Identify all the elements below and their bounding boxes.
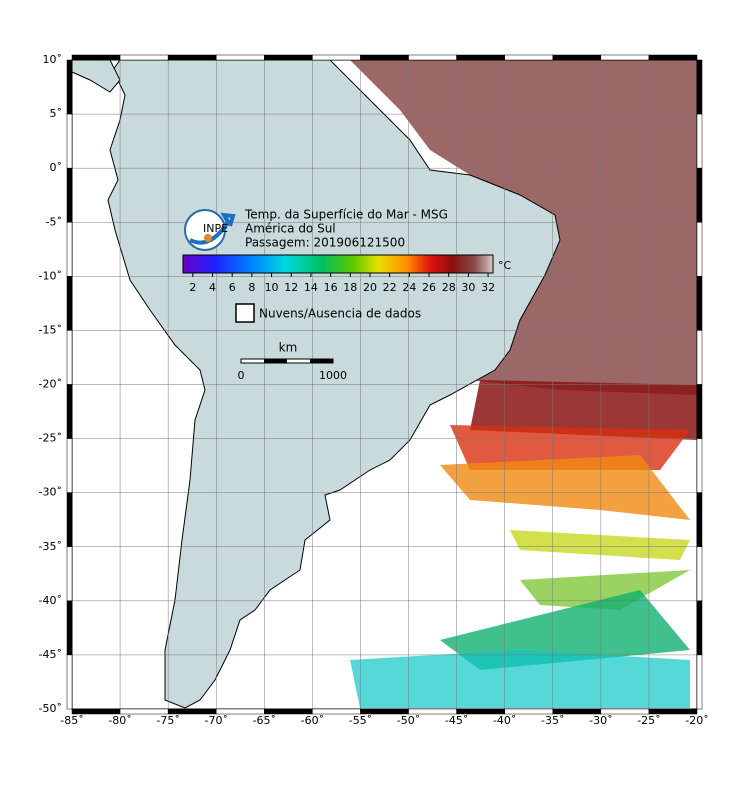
scale-label: 0 — [238, 369, 245, 382]
colorbar-tick-label: 32 — [481, 281, 495, 294]
y-tick-label: -5˚ — [46, 215, 62, 228]
border-segment — [66, 384, 73, 439]
border-segment — [264, 54, 313, 61]
border-segment — [600, 54, 650, 61]
border-segment — [66, 59, 73, 115]
border-segment — [167, 54, 217, 61]
border-segment — [552, 54, 602, 61]
border-segment — [66, 330, 73, 385]
border-segment — [408, 54, 457, 61]
border — [66, 54, 703, 715]
x-tick-label: -65˚ — [253, 714, 276, 727]
y-tick-label: 0˚ — [50, 161, 63, 174]
y-tick-label: -20˚ — [39, 378, 62, 391]
logo-text: INPE — [203, 222, 228, 235]
colorbar-tick-label: 8 — [248, 281, 255, 294]
border-segment — [66, 276, 73, 331]
x-tick-label: -60˚ — [301, 714, 324, 727]
logo: INPE — [184, 209, 236, 251]
y-tick-label: 5˚ — [50, 107, 63, 120]
border-segment — [696, 276, 703, 331]
border-segment — [360, 54, 409, 61]
colorbar-tick-label: 12 — [284, 281, 298, 294]
colorbar-tick-label: 10 — [265, 281, 279, 294]
x-tick-label: -75˚ — [156, 714, 179, 727]
x-tick-label: -80˚ — [108, 714, 131, 727]
border-segment — [312, 54, 361, 61]
colorbar-tick-label: 14 — [304, 281, 318, 294]
colorbar-tick-label: 24 — [402, 281, 416, 294]
x-tick-label: -85˚ — [60, 714, 83, 727]
border-segment — [119, 54, 169, 61]
cloud-label: Nuvens/Ausencia de dados — [259, 307, 421, 321]
x-tick-label: -25˚ — [637, 714, 660, 727]
colorbar-tick-label: 16 — [324, 281, 338, 294]
colorbar-tick-label: 26 — [422, 281, 436, 294]
y-tick-label: -35˚ — [39, 540, 62, 553]
cloud-swatch — [235, 303, 255, 323]
colorbar-tick-label: 6 — [229, 281, 236, 294]
border-segment — [696, 330, 703, 385]
border-segment — [215, 54, 265, 61]
x-tick-label: -30˚ — [589, 714, 612, 727]
border-segment — [66, 492, 73, 547]
border-segment — [66, 167, 73, 223]
border-segment — [66, 654, 73, 710]
border-segment — [66, 113, 73, 169]
scale-bar-fill — [264, 359, 287, 363]
colorbar-tick-label: 4 — [209, 281, 216, 294]
y-tick-label: -15˚ — [39, 323, 62, 336]
border-segment — [66, 438, 73, 493]
y-tick-label: -40˚ — [39, 594, 62, 607]
x-tick-label: -45˚ — [445, 714, 468, 727]
title-line: América do Sul — [245, 222, 336, 236]
colorbar-tick-label: 18 — [343, 281, 357, 294]
x-tick-label: -70˚ — [204, 714, 227, 727]
border-segment — [696, 600, 703, 656]
x-tick-label: -20˚ — [685, 714, 708, 727]
border-segment — [696, 167, 703, 223]
colorbar-tick-label: 2 — [189, 281, 196, 294]
border-segment — [696, 59, 703, 115]
colorbar — [182, 254, 494, 274]
border-segment — [696, 113, 703, 169]
colorbar-tick-label: 28 — [442, 281, 456, 294]
border-segment — [696, 654, 703, 710]
y-tick-label: -30˚ — [39, 486, 62, 499]
colorbar-tick-label: 22 — [383, 281, 397, 294]
border-segment — [456, 54, 505, 61]
y-tick-label: -50˚ — [39, 702, 62, 715]
border-segment — [66, 546, 73, 602]
border-segment — [648, 708, 698, 715]
sea-temperature — [350, 60, 697, 708]
title-line: Temp. da Superfície do Mar - MSG — [244, 208, 448, 222]
border-segment — [696, 438, 703, 493]
y-tick-label: -25˚ — [39, 432, 62, 445]
border-segment — [648, 54, 698, 61]
x-tick-label: -55˚ — [349, 714, 372, 727]
x-tick-label: -50˚ — [397, 714, 420, 727]
y-tick-label: -45˚ — [39, 648, 62, 661]
scale-unit: km — [279, 341, 298, 355]
border-segment — [696, 492, 703, 547]
colorbar-tick-label: 20 — [363, 281, 377, 294]
border-segment — [504, 54, 554, 61]
x-tick-label: -35˚ — [541, 714, 564, 727]
border-segment — [696, 222, 703, 277]
x-tick-label: -40˚ — [493, 714, 516, 727]
y-tick-label: -10˚ — [39, 269, 62, 282]
scale-bar-fill — [310, 359, 333, 363]
border-segment — [696, 546, 703, 602]
border-segment — [71, 54, 121, 61]
title-line: Passagem: 201906121500 — [245, 236, 405, 250]
colorbar-tick-label: 30 — [461, 281, 475, 294]
border-segment — [66, 600, 73, 656]
colorbar-unit: °C — [498, 259, 512, 272]
central-america — [71, 59, 121, 93]
border-segment — [696, 384, 703, 439]
border-segment — [66, 222, 73, 277]
y-tick-label: 10˚ — [43, 53, 63, 66]
scale-label: 1000 — [319, 369, 347, 382]
